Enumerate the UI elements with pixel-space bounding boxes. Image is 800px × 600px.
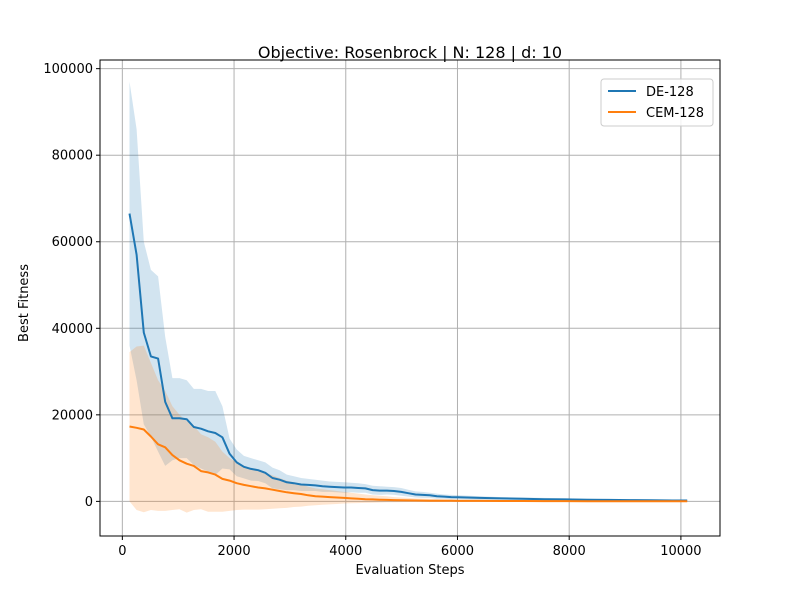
y-axis-label: Best Fitness — [17, 264, 32, 342]
plot-frame — [99, 59, 721, 537]
legend-label-cem-128: CEM-128 — [646, 106, 704, 121]
x-tick-label: 8000 — [553, 544, 586, 559]
band-cem-128 — [129, 345, 688, 513]
y-tick-label: 100000 — [43, 62, 93, 77]
x-tick-label: 6000 — [441, 544, 474, 559]
line-cem-128 — [129, 425, 688, 503]
line-de-128 — [128, 213, 688, 502]
y-tick-label: 20000 — [52, 408, 93, 423]
x-tick-label: 10000 — [660, 544, 701, 559]
legend-label-de-128: DE-128 — [646, 85, 694, 100]
x-tick-label: 4000 — [329, 544, 362, 559]
x-tick-label: 0 — [118, 544, 126, 559]
y-tick-label: 40000 — [52, 322, 93, 337]
y-tick-label: 60000 — [52, 235, 93, 250]
legend: DE-128 CEM-128 — [600, 78, 714, 127]
y-tick-label: 80000 — [52, 149, 93, 164]
confidence-bands — [129, 81, 688, 513]
x-axis-label: Evaluation Steps — [355, 563, 464, 578]
x-axis-ticks: 0 2000 4000 6000 8000 10000 — [118, 536, 702, 559]
x-tick-label: 2000 — [218, 544, 251, 559]
grid-lines — [100, 60, 720, 536]
chart-title: Objective: Rosenbrock | N: 128 | d: 10 — [258, 43, 562, 62]
y-axis-ticks: 0 20000 40000 60000 80000 100000 — [43, 62, 100, 510]
y-tick-label: 0 — [85, 495, 93, 510]
series-lines — [128, 213, 688, 503]
